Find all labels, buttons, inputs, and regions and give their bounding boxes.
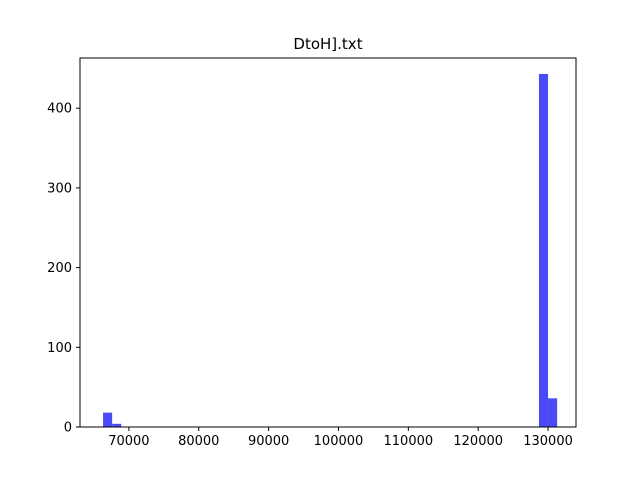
plot-frame — [79, 57, 577, 428]
chart-title: DtoH].txt — [293, 35, 362, 53]
y-tick-label: 400 — [47, 102, 72, 117]
bars-layer — [103, 73, 558, 428]
x-tick-label: 90000 — [248, 434, 289, 449]
y-tick-label: 300 — [47, 181, 72, 196]
x-tick-label: 100000 — [314, 434, 364, 449]
x-tick-label: 80000 — [178, 434, 219, 449]
x-tick-label: 130000 — [523, 434, 573, 449]
y-tick-label: 200 — [47, 261, 72, 276]
histogram-bar — [548, 398, 558, 427]
x-tick-label: 110000 — [384, 434, 434, 449]
x-tick-label: 70000 — [108, 434, 149, 449]
y-tick-label: 100 — [47, 341, 72, 356]
y-axis: 0 100 200 300 400 — [47, 102, 80, 436]
x-tick-label: 120000 — [453, 434, 503, 449]
y-tick-label: 0 — [64, 421, 72, 436]
x-axis: 70000 80000 90000 100000 110000 120000 130000 — [108, 427, 573, 449]
histogram-bar — [103, 412, 113, 427]
histogram-bar — [112, 423, 122, 427]
histogram-bar — [538, 73, 549, 428]
